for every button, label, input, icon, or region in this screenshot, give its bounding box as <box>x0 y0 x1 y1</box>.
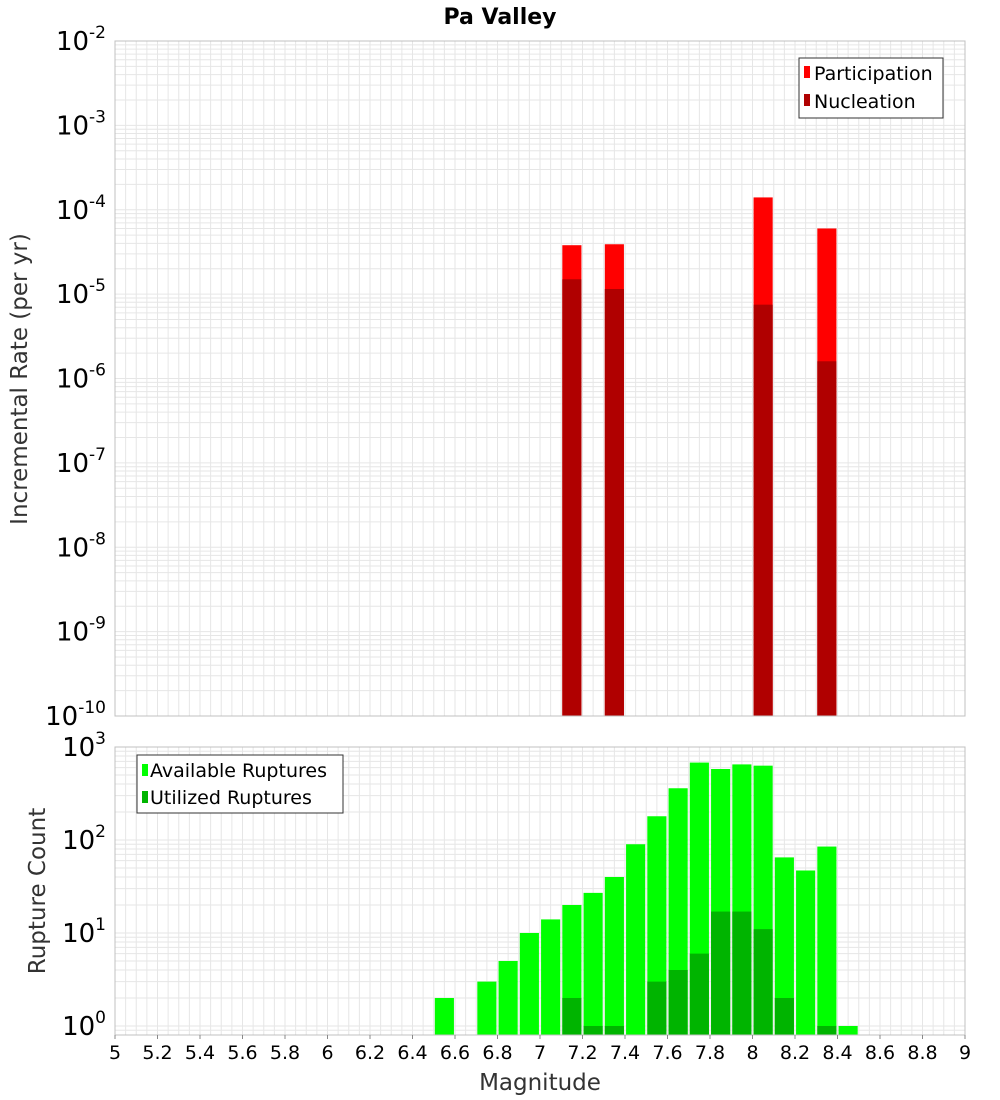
x-axis-label: Magnitude <box>479 1070 601 1096</box>
x-tick-label: 6.2 <box>355 1042 385 1064</box>
utilized-ruptures-bar <box>647 981 667 1035</box>
utilized-ruptures-bar <box>732 911 752 1035</box>
bottom-bars <box>434 762 858 1035</box>
available-ruptures-bar <box>796 870 816 1035</box>
utilized-ruptures-bar <box>668 969 688 1035</box>
y-tick-label: 10-7 <box>56 445 106 479</box>
utilized-ruptures-bar <box>562 997 582 1035</box>
bottom-y-axis-label: Rupture Count <box>25 808 51 974</box>
top-bars <box>562 197 837 717</box>
x-tick-label: 6.8 <box>482 1042 512 1064</box>
y-tick-label: 100 <box>62 1008 106 1042</box>
top-grid <box>114 41 966 717</box>
top-plot-border <box>114 40 966 717</box>
nucleation-bar <box>817 361 837 716</box>
top-y-axis-label: Incremental Rate (per yr) <box>7 233 33 525</box>
legend-swatch-participation <box>804 66 810 78</box>
available-ruptures-bar <box>434 997 454 1035</box>
utilized-ruptures-bar <box>774 997 794 1035</box>
available-ruptures-bar <box>817 846 837 1035</box>
x-tick-label: 6 <box>321 1042 333 1064</box>
y-tick-label: 10-10 <box>45 698 106 732</box>
x-tick-label: 5.2 <box>142 1042 172 1064</box>
utilized-ruptures-bar <box>753 929 773 1035</box>
legend-label-available: Available Ruptures <box>150 760 327 782</box>
nucleation-bar <box>604 289 624 716</box>
x-ticks: 5 5.2 5.4 5.6 5.8 6 6.2 6.4 6.6 6.8 7 7.2 7.4 7.6 7.8 8… <box>109 1035 971 1064</box>
x-tick-label: 6.6 <box>440 1042 470 1064</box>
x-tick-label: 7.2 <box>567 1042 597 1064</box>
utilized-ruptures-bar <box>604 1025 624 1035</box>
available-ruptures-bar <box>541 919 561 1035</box>
utilized-ruptures-bar <box>583 1025 603 1035</box>
bottom-legend-box <box>136 754 344 814</box>
available-ruptures-bar <box>838 1025 858 1035</box>
top-legend-box <box>798 57 944 119</box>
available-ruptures-bar <box>583 892 603 1035</box>
y-tick-label: 101 <box>62 915 106 949</box>
available-ruptures-bar <box>519 932 539 1035</box>
legend-swatch-utilized <box>142 791 148 803</box>
chart-title: Pa Valley <box>443 5 556 30</box>
utilized-ruptures-bar <box>711 911 731 1035</box>
bottom-y-ticks: 100 101 102 103 <box>62 729 106 1042</box>
y-tick-label: 10-5 <box>56 276 106 310</box>
available-ruptures-bar <box>604 877 624 1035</box>
available-ruptures-bar <box>626 844 646 1035</box>
y-tick-label: 10-6 <box>56 361 106 395</box>
x-tick-label: 8.4 <box>822 1042 852 1064</box>
legend-swatch-nucleation <box>804 94 810 106</box>
y-tick-label: 10-3 <box>56 107 106 141</box>
x-tick-label: 8 <box>746 1042 758 1064</box>
y-tick-label: 103 <box>62 729 106 763</box>
utilized-ruptures-bar <box>817 1025 837 1035</box>
utilized-ruptures-bar <box>689 953 709 1035</box>
y-tick-label: 102 <box>62 822 106 856</box>
top-y-ticks: 10-10 10-9 10-8 10-7 10-6 10-5 10-4 10-3 10-2 <box>45 23 106 732</box>
nucleation-bar <box>562 279 582 716</box>
x-tick-label: 7.4 <box>610 1042 640 1064</box>
x-tick-label: 8.2 <box>780 1042 810 1064</box>
nucleation-bar <box>753 304 773 716</box>
available-ruptures-bar <box>774 857 794 1035</box>
x-tick-label: 7.8 <box>695 1042 725 1064</box>
available-ruptures-bar <box>647 816 667 1035</box>
x-tick-label: 5.4 <box>185 1042 215 1064</box>
top-legend: Participation Nucleation <box>798 57 944 119</box>
y-tick-label: 10-2 <box>56 23 106 57</box>
legend-label-participation: Participation <box>814 63 933 85</box>
y-tick-label: 10-8 <box>56 529 106 563</box>
x-tick-label: 8.6 <box>865 1042 895 1064</box>
available-ruptures-bar <box>498 960 518 1035</box>
x-tick-label: 6.4 <box>397 1042 427 1064</box>
x-tick-label: 7 <box>534 1042 546 1064</box>
legend-swatch-available <box>142 764 148 776</box>
available-ruptures-bar <box>477 981 497 1035</box>
x-tick-label: 7.6 <box>652 1042 682 1064</box>
x-tick-label: 5.8 <box>270 1042 300 1064</box>
bottom-legend: Available Ruptures Utilized Ruptures <box>136 754 344 814</box>
y-tick-label: 10-4 <box>56 192 106 226</box>
y-tick-label: 10-9 <box>56 614 106 648</box>
x-tick-label: 9 <box>959 1042 971 1064</box>
legend-label-nucleation: Nucleation <box>814 91 916 113</box>
x-tick-label: 5.6 <box>227 1042 257 1064</box>
x-tick-label: 5 <box>109 1042 121 1064</box>
legend-label-utilized: Utilized Ruptures <box>150 787 312 809</box>
x-tick-label: 8.8 <box>907 1042 937 1064</box>
